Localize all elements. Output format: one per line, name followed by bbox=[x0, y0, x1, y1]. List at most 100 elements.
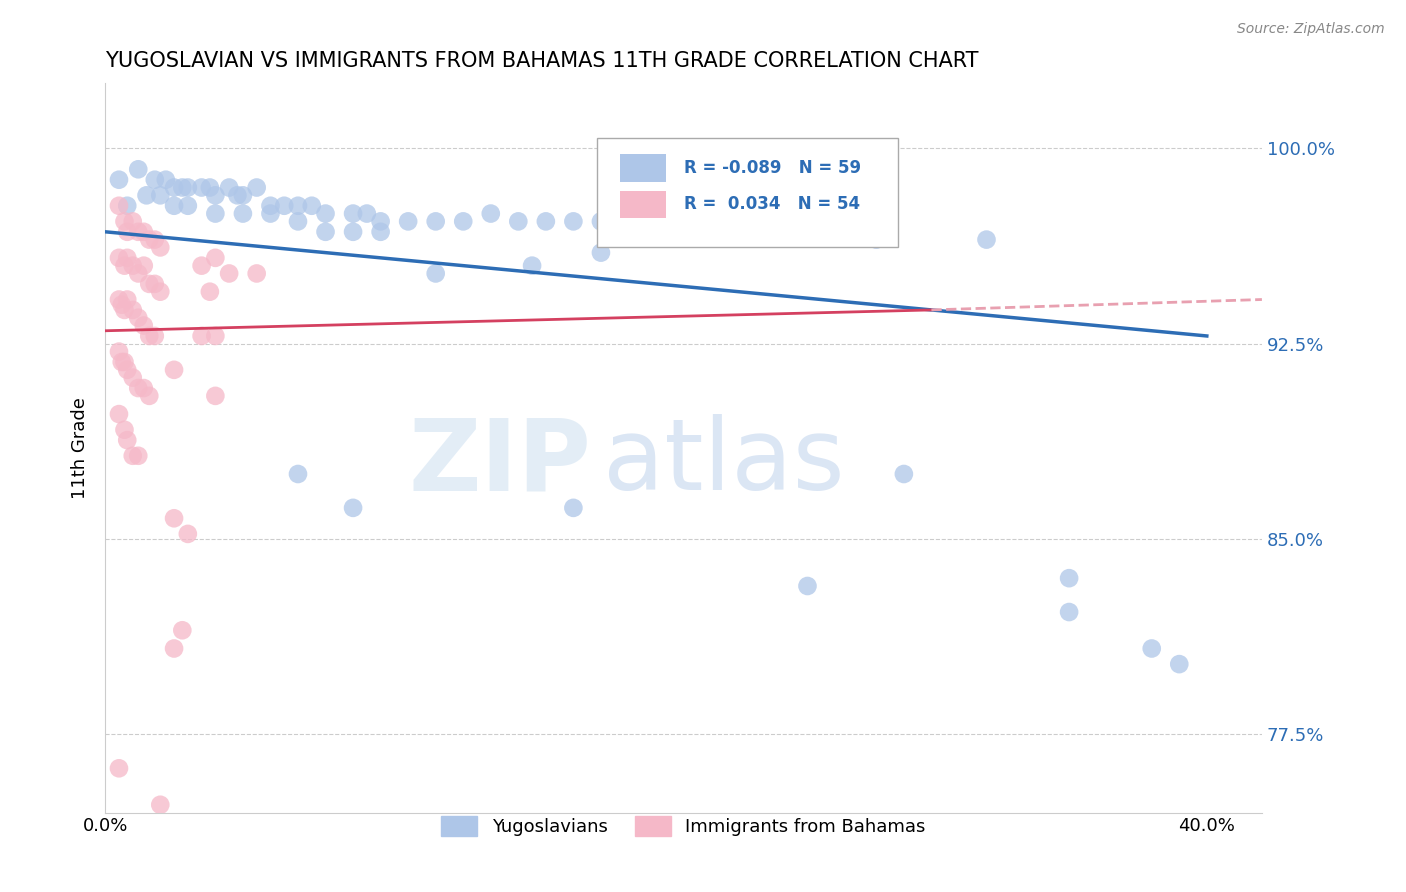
Point bbox=[127, 381, 149, 395]
Point bbox=[138, 389, 160, 403]
Point bbox=[108, 761, 131, 775]
Text: R =  0.034   N = 54: R = 0.034 N = 54 bbox=[683, 195, 859, 213]
Point bbox=[117, 251, 139, 265]
Point bbox=[149, 797, 172, 812]
Point bbox=[149, 240, 172, 254]
Point bbox=[190, 180, 212, 194]
FancyBboxPatch shape bbox=[620, 154, 666, 182]
Point bbox=[198, 285, 221, 299]
Point bbox=[177, 180, 200, 194]
Point bbox=[132, 318, 155, 333]
Point bbox=[204, 389, 226, 403]
Point bbox=[143, 329, 166, 343]
Point bbox=[163, 511, 186, 525]
Point bbox=[342, 500, 364, 515]
Point bbox=[204, 329, 226, 343]
Point bbox=[425, 214, 447, 228]
Point bbox=[108, 407, 131, 421]
Point bbox=[149, 285, 172, 299]
Point bbox=[562, 214, 585, 228]
Point bbox=[121, 302, 143, 317]
Point bbox=[204, 251, 226, 265]
Point bbox=[172, 624, 194, 638]
Point bbox=[117, 199, 139, 213]
Point bbox=[138, 233, 160, 247]
Point bbox=[1140, 641, 1163, 656]
Point bbox=[287, 467, 309, 481]
Point bbox=[259, 206, 281, 220]
Point bbox=[108, 251, 131, 265]
Point bbox=[396, 214, 419, 228]
Point bbox=[356, 206, 378, 220]
Point bbox=[127, 225, 149, 239]
Point bbox=[177, 527, 200, 541]
Point bbox=[114, 423, 136, 437]
Legend: Yugoslavians, Immigrants from Bahamas: Yugoslavians, Immigrants from Bahamas bbox=[434, 808, 934, 844]
Point bbox=[315, 225, 337, 239]
Point bbox=[218, 267, 240, 281]
Point bbox=[143, 172, 166, 186]
Point bbox=[342, 225, 364, 239]
FancyBboxPatch shape bbox=[596, 138, 897, 247]
Point bbox=[218, 180, 240, 194]
Point bbox=[114, 259, 136, 273]
Point bbox=[534, 214, 557, 228]
Point bbox=[287, 214, 309, 228]
Point bbox=[370, 225, 392, 239]
Point bbox=[520, 259, 543, 273]
Point bbox=[117, 225, 139, 239]
Point bbox=[111, 355, 134, 369]
Point bbox=[645, 214, 668, 228]
Text: YUGOSLAVIAN VS IMMIGRANTS FROM BAHAMAS 11TH GRADE CORRELATION CHART: YUGOSLAVIAN VS IMMIGRANTS FROM BAHAMAS 1… bbox=[105, 51, 979, 70]
Point bbox=[232, 206, 254, 220]
Point bbox=[163, 363, 186, 377]
Point bbox=[155, 172, 177, 186]
Point bbox=[117, 433, 139, 447]
Point bbox=[135, 188, 157, 202]
Point bbox=[121, 214, 143, 228]
Point bbox=[108, 293, 131, 307]
Point bbox=[342, 206, 364, 220]
Point bbox=[132, 259, 155, 273]
Point bbox=[425, 267, 447, 281]
Point bbox=[370, 214, 392, 228]
Point bbox=[163, 180, 186, 194]
Point bbox=[562, 500, 585, 515]
Point bbox=[121, 370, 143, 384]
Point bbox=[1057, 571, 1080, 585]
Point bbox=[108, 199, 131, 213]
Point bbox=[1168, 657, 1191, 672]
Point bbox=[451, 214, 474, 228]
Point bbox=[246, 267, 269, 281]
Point bbox=[132, 225, 155, 239]
Point bbox=[114, 214, 136, 228]
Point bbox=[149, 188, 172, 202]
Point bbox=[108, 344, 131, 359]
Point bbox=[226, 188, 249, 202]
Point bbox=[117, 293, 139, 307]
Point bbox=[163, 641, 186, 656]
Point bbox=[108, 172, 131, 186]
Point bbox=[301, 199, 323, 213]
Point bbox=[287, 199, 309, 213]
Point bbox=[127, 267, 149, 281]
Point bbox=[127, 162, 149, 177]
Point bbox=[589, 245, 612, 260]
Point bbox=[479, 206, 502, 220]
Point bbox=[232, 188, 254, 202]
Point bbox=[796, 579, 818, 593]
Point bbox=[163, 199, 186, 213]
Point bbox=[121, 449, 143, 463]
Point bbox=[127, 310, 149, 325]
Point bbox=[172, 180, 194, 194]
Point bbox=[508, 214, 530, 228]
Point bbox=[117, 363, 139, 377]
Point bbox=[783, 225, 806, 239]
Point bbox=[143, 277, 166, 291]
Point bbox=[114, 355, 136, 369]
Y-axis label: 11th Grade: 11th Grade bbox=[72, 397, 89, 499]
Point bbox=[121, 259, 143, 273]
Point bbox=[143, 233, 166, 247]
Point bbox=[273, 199, 295, 213]
Point bbox=[190, 259, 212, 273]
